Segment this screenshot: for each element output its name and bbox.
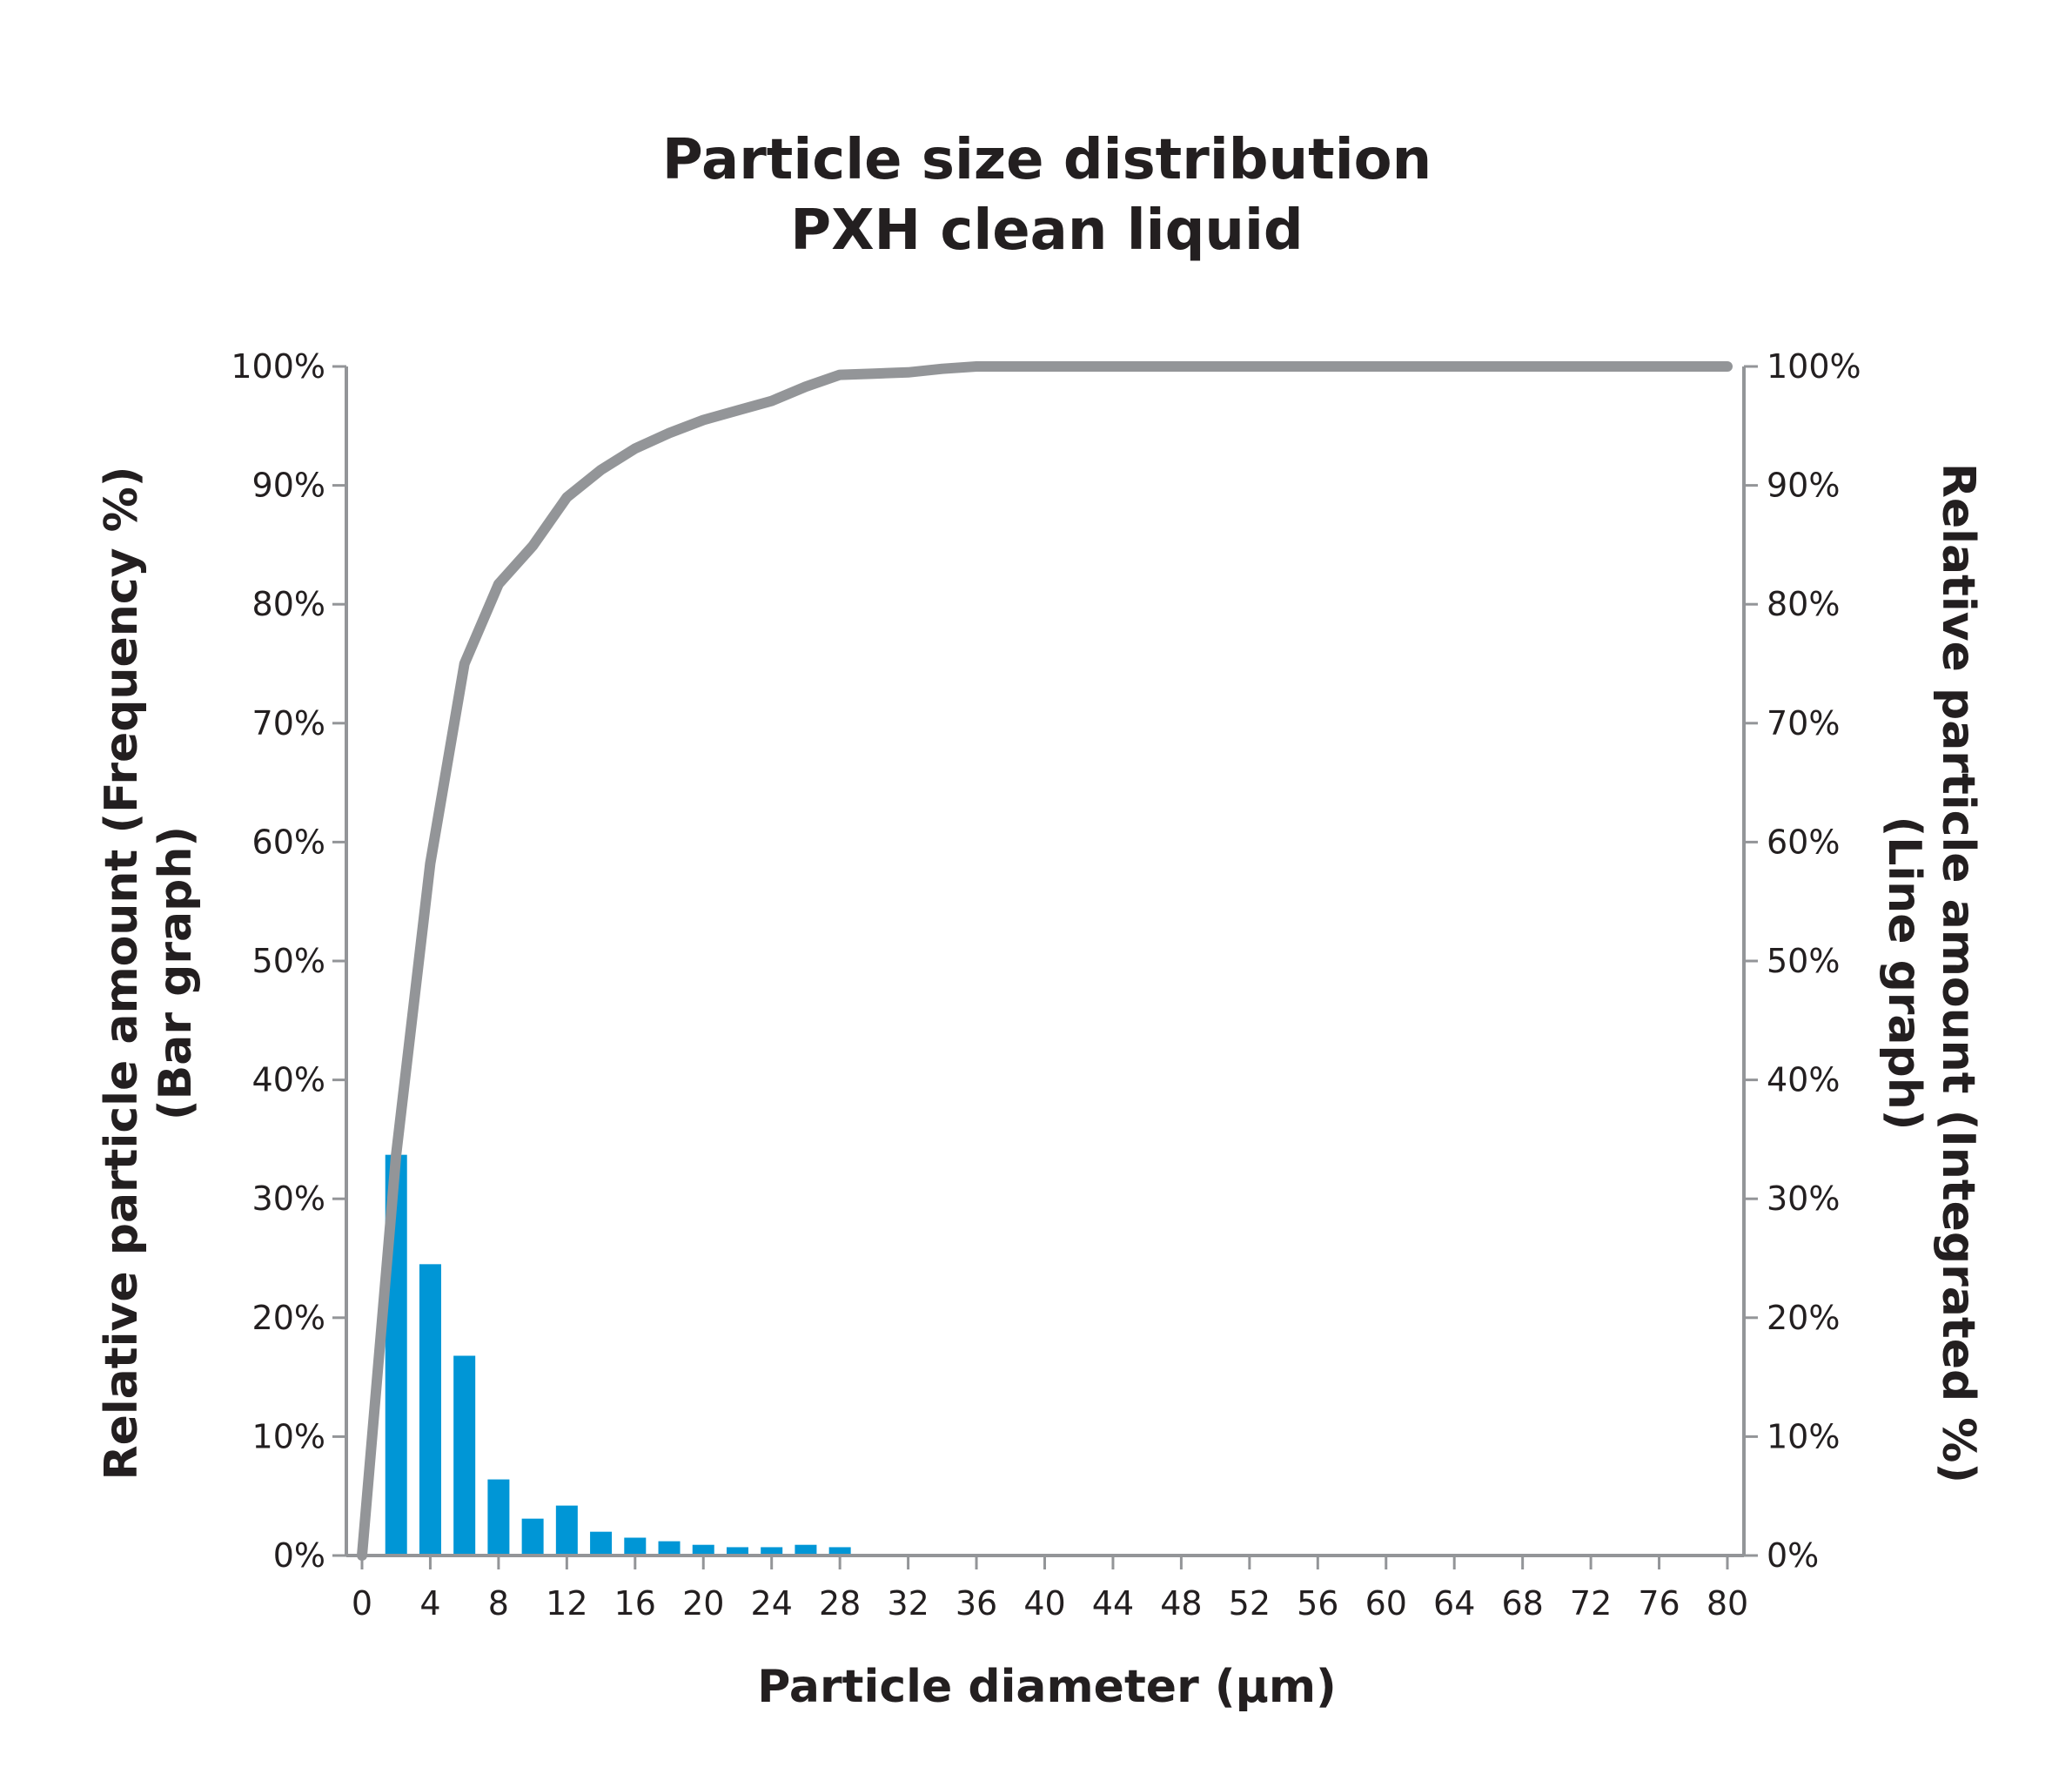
- x-axis-title: Particle diameter (µm): [757, 1661, 1337, 1713]
- right-y-tick-label: 10%: [1767, 1417, 1840, 1455]
- bar: [658, 1541, 681, 1556]
- bar: [555, 1505, 578, 1556]
- bar: [795, 1544, 817, 1556]
- x-tick-label: 44: [1092, 1584, 1134, 1623]
- left-axis-title: Relative particle amount (Frequency %): [96, 467, 148, 1481]
- left-y-tick-label: 0%: [273, 1536, 325, 1575]
- x-tick-label: 60: [1365, 1584, 1407, 1623]
- x-tick-label: 16: [614, 1584, 656, 1623]
- cumulative-line: [357, 361, 1733, 1561]
- x-tick-label: 76: [1638, 1584, 1680, 1623]
- x-tick-label: 12: [546, 1584, 587, 1623]
- bars-layer: [385, 1154, 851, 1556]
- x-tick-label: 8: [488, 1584, 509, 1623]
- right-y-tick-label: 80%: [1767, 585, 1840, 623]
- left-y-tick-label: 40%: [252, 1061, 325, 1099]
- left-y-tick-label: 80%: [252, 585, 325, 623]
- chart-subtitle: PXH clean liquid: [790, 198, 1303, 263]
- axes-layer: [345, 366, 1746, 1557]
- bar: [487, 1479, 510, 1556]
- x-tick-label: 64: [1433, 1584, 1475, 1623]
- right-axis-subtitle: (Line graph): [1878, 816, 1930, 1130]
- bar: [521, 1518, 544, 1556]
- left-y-tick-label: 30%: [252, 1179, 325, 1218]
- right-y-tick-label: 90%: [1767, 467, 1840, 505]
- left-axis-subtitle: (Bar graph): [150, 826, 202, 1120]
- line-layer: [357, 361, 1733, 1561]
- right-y-tick-label: 0%: [1767, 1536, 1819, 1575]
- x-tick-label: 24: [751, 1584, 793, 1623]
- x-tick-label: 56: [1297, 1584, 1338, 1623]
- ticks-layer: 0% 10% 20% 30% 40% 50% 60% 70% 80% 90% 100% 0% 10% 20…: [231, 347, 1861, 1623]
- x-tick-label: 52: [1229, 1584, 1271, 1623]
- x-tick-label: 20: [682, 1584, 724, 1623]
- right-y-tick-label: 100%: [1767, 347, 1861, 386]
- bar: [590, 1531, 613, 1556]
- x-tick-label: 4: [419, 1584, 440, 1623]
- right-y-tick-label: 60%: [1767, 823, 1840, 861]
- left-y-tick-label: 60%: [252, 823, 325, 861]
- bar: [453, 1355, 476, 1556]
- x-tick-label: 48: [1160, 1584, 1202, 1623]
- bar: [828, 1547, 851, 1556]
- x-tick-label: 68: [1501, 1584, 1543, 1623]
- right-y-tick-label: 50%: [1767, 942, 1840, 980]
- right-axis-title: Relative particle amount (Integrated %): [1932, 463, 1984, 1483]
- bar: [692, 1544, 714, 1556]
- left-y-tick-label: 20%: [252, 1299, 325, 1337]
- bar: [624, 1537, 647, 1556]
- left-y-tick-label: 50%: [252, 942, 325, 980]
- x-tick-label: 72: [1570, 1584, 1612, 1623]
- bar: [761, 1547, 783, 1556]
- right-y-tick-label: 40%: [1767, 1061, 1840, 1099]
- left-y-tick-label: 70%: [252, 704, 325, 743]
- right-y-tick-label: 20%: [1767, 1299, 1840, 1337]
- left-y-tick-label: 100%: [231, 347, 325, 386]
- right-y-tick-label: 70%: [1767, 704, 1840, 743]
- x-tick-label: 80: [1707, 1584, 1748, 1623]
- x-tick-label: 32: [887, 1584, 929, 1623]
- chart-title: Particle size distribution: [662, 128, 1432, 192]
- left-y-tick-label: 90%: [252, 467, 325, 505]
- bar: [419, 1264, 441, 1556]
- left-y-tick-label: 10%: [252, 1417, 325, 1455]
- bar: [726, 1547, 748, 1556]
- x-tick-label: 40: [1023, 1584, 1065, 1623]
- right-y-tick-label: 30%: [1767, 1179, 1840, 1218]
- x-tick-label: 28: [819, 1584, 861, 1623]
- x-tick-label: 36: [956, 1584, 997, 1623]
- x-tick-label: 0: [352, 1584, 372, 1623]
